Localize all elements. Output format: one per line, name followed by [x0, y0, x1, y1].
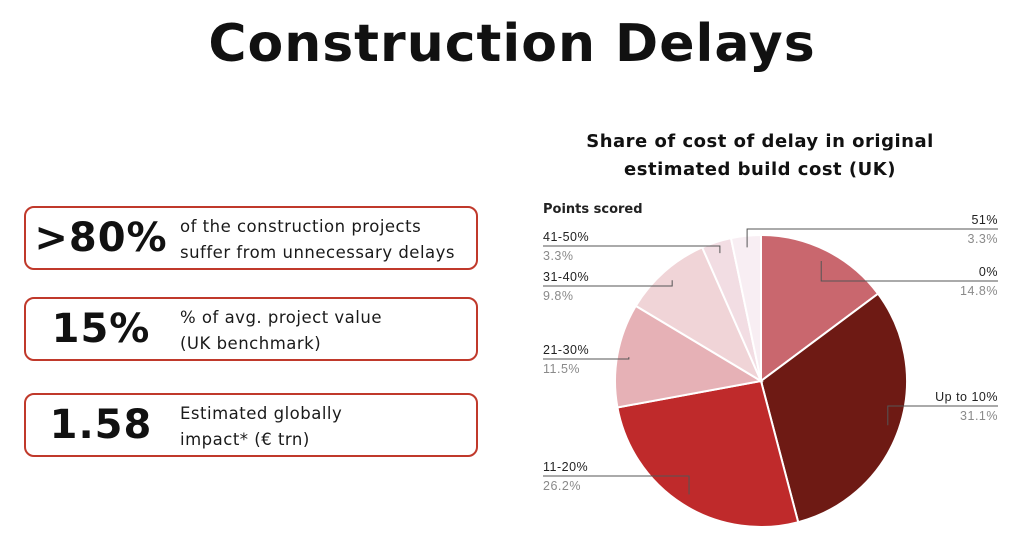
- chart-title-line: Share of cost of delay in original: [586, 131, 934, 152]
- pie-slice: [634, 246, 764, 384]
- leader-line: [746, 228, 998, 248]
- pie-slice: [759, 292, 908, 524]
- leader-line: [887, 405, 998, 426]
- stat-description-line: % of avg. project value: [180, 308, 382, 327]
- slice-label: 21-30%: [543, 343, 589, 357]
- slice-label: 0%: [979, 265, 998, 279]
- slice-label: 31-40%: [543, 270, 589, 284]
- slice-value-label: 26.2%: [543, 479, 581, 493]
- stat-card-delays: >80% of the construction projects suffer…: [24, 206, 478, 270]
- stat-value: 15%: [51, 306, 151, 352]
- slice-label: 51%: [971, 213, 998, 227]
- pie-slice: [614, 304, 764, 409]
- pie-slice: [616, 379, 800, 528]
- stat-description: % of avg. project value (UK benchmark): [180, 305, 476, 357]
- pie-slices: [614, 233, 908, 528]
- legend-heading: Points scored: [543, 202, 643, 217]
- stat-description-line: (UK benchmark): [180, 334, 322, 353]
- stat-description-line: of the construction projects: [180, 217, 422, 236]
- leader-line: [543, 357, 630, 360]
- slice-value-label: 3.3%: [968, 232, 999, 246]
- slice-label: 11-20%: [543, 460, 588, 474]
- chart-title-line: estimated build cost (UK): [624, 159, 896, 180]
- pie-slice: [760, 233, 880, 383]
- chart-title: Share of cost of delay in original estim…: [570, 128, 950, 184]
- leader-line: [543, 245, 721, 254]
- stat-card-global-impact: 1.58 Estimated globally impact* (€ trn): [24, 393, 478, 457]
- stat-card-project-value: 15% % of avg. project value (UK benchmar…: [24, 297, 478, 361]
- pie-slice: [729, 233, 762, 382]
- stat-description-line: suffer from unnecessary delays: [180, 243, 456, 262]
- slice-labels: 0% 14.8% Up to 10% 31.1% 11-20% 26.2% 21-30% 11…: [543, 213, 998, 493]
- slice-label: 41-50%: [543, 230, 589, 244]
- leader-line: [543, 280, 673, 287]
- stat-description: of the construction projects suffer from…: [180, 214, 476, 266]
- page-title: Construction Delays: [208, 14, 816, 74]
- slice-value-label: 9.8%: [543, 289, 574, 303]
- stat-description-line: impact* (€ trn): [180, 430, 310, 449]
- leader-lines: [543, 228, 998, 495]
- leader-line: [543, 475, 690, 495]
- slice-value-label: 3.3%: [543, 249, 574, 263]
- stat-description-line: Estimated globally: [180, 404, 343, 423]
- slice-value-label: 14.8%: [960, 284, 998, 298]
- slice-value-label: 11.5%: [543, 362, 580, 376]
- stat-value: >80%: [34, 215, 168, 261]
- slice-value-label: 31.1%: [960, 409, 998, 423]
- stat-description: Estimated globally impact* (€ trn): [180, 401, 476, 453]
- stat-value: 1.58: [49, 402, 153, 448]
- slice-label: Up to 10%: [935, 390, 998, 404]
- leader-line: [820, 260, 998, 282]
